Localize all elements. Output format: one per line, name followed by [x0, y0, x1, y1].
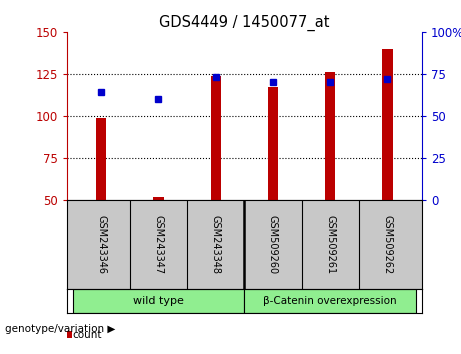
Text: GSM243346: GSM243346 — [96, 215, 106, 274]
Bar — [96, 118, 106, 200]
Text: GSM243347: GSM243347 — [154, 215, 164, 274]
Title: GDS4449 / 1450077_at: GDS4449 / 1450077_at — [159, 14, 330, 30]
Text: β-Catenin overexpression: β-Catenin overexpression — [263, 296, 397, 306]
Bar — [72, 289, 244, 313]
Text: GSM509262: GSM509262 — [383, 215, 392, 274]
Text: GSM509261: GSM509261 — [325, 215, 335, 274]
Text: count: count — [73, 330, 102, 339]
Bar — [382, 49, 393, 200]
Text: GSM509260: GSM509260 — [268, 215, 278, 274]
Text: genotype/variation ▶: genotype/variation ▶ — [5, 324, 115, 334]
Bar — [268, 87, 278, 200]
Text: GSM243348: GSM243348 — [211, 215, 221, 274]
Text: wild type: wild type — [133, 296, 184, 306]
Bar — [325, 72, 335, 200]
Bar — [211, 76, 221, 200]
Bar — [244, 289, 416, 313]
Bar — [154, 197, 164, 200]
